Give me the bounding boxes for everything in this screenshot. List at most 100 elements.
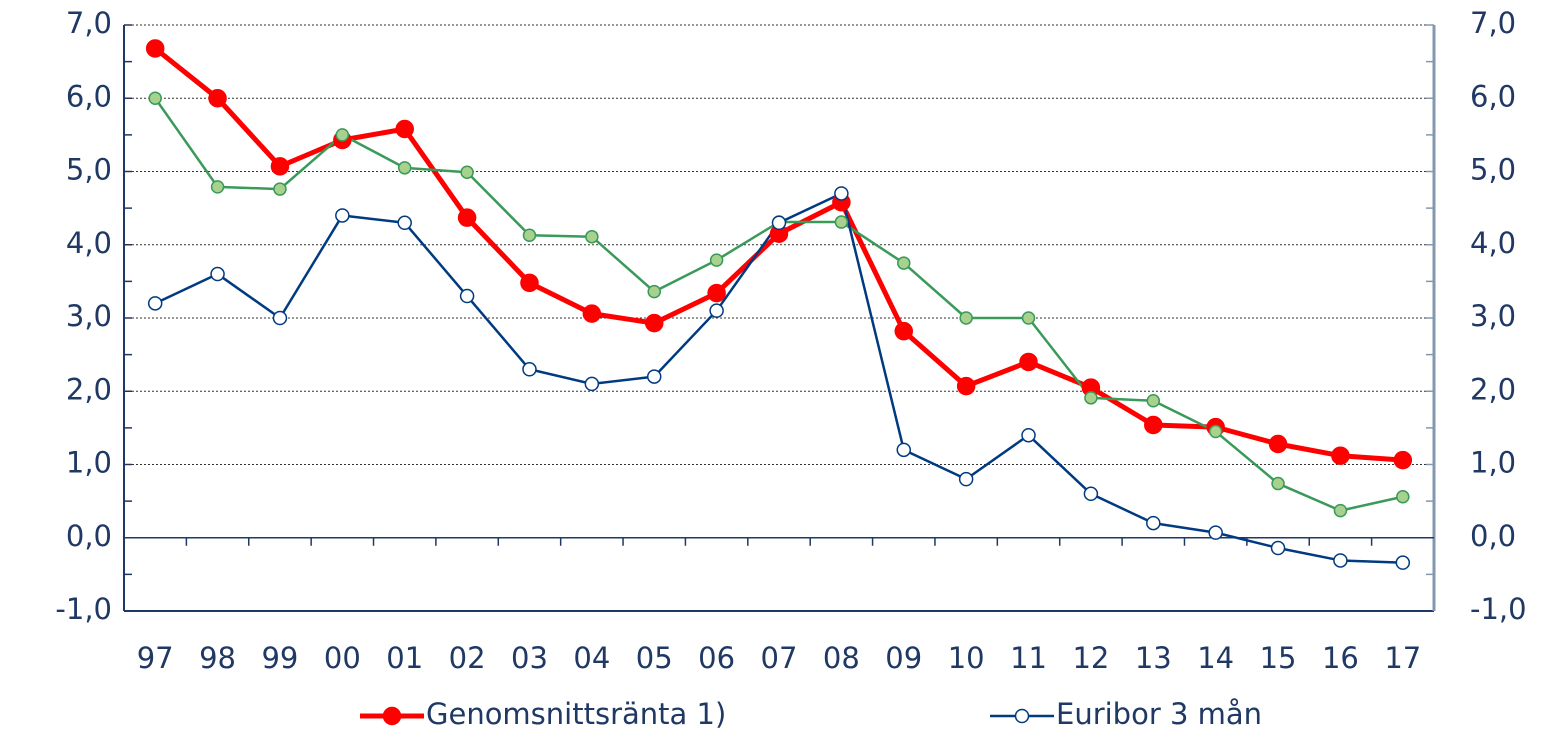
x-tick-label: 05 — [636, 641, 673, 675]
series-marker — [1021, 311, 1036, 325]
y-tick-label: 5,0 — [66, 153, 112, 187]
series-marker — [956, 376, 976, 396]
series-marker — [834, 215, 849, 229]
series-marker — [585, 229, 599, 244]
series-marker — [147, 296, 163, 311]
y2-tick-label: 1,0 — [1470, 446, 1516, 480]
series-marker — [272, 310, 288, 326]
series-marker — [1268, 434, 1288, 454]
y-tick-label: 6,0 — [66, 79, 112, 113]
x-tick-label: 04 — [573, 641, 610, 675]
series-marker — [208, 89, 227, 108]
y2-tick-label: 0,0 — [1470, 519, 1516, 553]
series-marker — [896, 442, 912, 458]
x-tick-label: 02 — [449, 641, 486, 675]
series-marker — [145, 39, 165, 58]
x-tick-label: 17 — [1384, 641, 1421, 675]
series-marker — [1395, 555, 1411, 570]
series-marker — [709, 253, 724, 267]
legend-label: Euribor 3 mån — [1056, 697, 1262, 731]
x-tick-label: 06 — [698, 641, 735, 675]
x-tick-label: 10 — [948, 641, 985, 675]
series-marker — [210, 180, 225, 194]
x-tick-label: 13 — [1135, 641, 1172, 675]
y-tick-label: 3,0 — [66, 299, 112, 333]
y2-tick-label: 5,0 — [1470, 153, 1516, 187]
series-marker — [522, 228, 537, 242]
legend-marker — [1014, 708, 1030, 724]
series-marker — [210, 266, 225, 282]
series-marker — [894, 321, 914, 341]
y-tick-label: 1,0 — [66, 446, 112, 480]
series-marker — [395, 119, 414, 139]
series-marker — [644, 313, 664, 333]
series-line — [153, 46, 1403, 463]
x-tick-label: 14 — [1197, 641, 1234, 675]
series-marker — [459, 288, 475, 304]
series-marker — [397, 215, 412, 231]
series-line — [154, 97, 1404, 512]
series-marker — [834, 186, 849, 201]
y-tick-label: 0,0 — [66, 519, 112, 553]
y-tick-label: -1,0 — [55, 592, 112, 626]
y-tick-label: 4,0 — [66, 226, 112, 260]
x-tick-label: 03 — [511, 641, 548, 675]
series-marker — [1333, 503, 1348, 518]
series-marker — [457, 208, 477, 227]
series-marker — [1331, 446, 1350, 465]
series-marker — [1396, 489, 1410, 504]
series-marker — [270, 157, 290, 176]
y-tick-label: 2,0 — [66, 372, 112, 406]
series-marker — [273, 182, 287, 196]
series-marker — [709, 303, 724, 318]
series-marker — [1144, 415, 1163, 435]
series-marker — [1019, 352, 1038, 372]
series-marker — [522, 362, 537, 377]
series-marker — [958, 471, 974, 487]
series-marker — [1271, 476, 1285, 491]
x-tick-label: 16 — [1322, 641, 1359, 675]
series-marker — [1146, 394, 1161, 408]
x-tick-label: 08 — [823, 641, 860, 675]
series-marker — [1208, 424, 1223, 439]
series-marker — [1208, 525, 1223, 540]
x-tick-label: 15 — [1260, 641, 1297, 675]
legend-marker — [382, 706, 402, 726]
x-tick-label: 00 — [324, 641, 361, 675]
series-marker — [584, 376, 600, 392]
series-marker — [1333, 553, 1348, 568]
y2-tick-label: 4,0 — [1470, 226, 1516, 260]
y2-tick-label: 6,0 — [1470, 79, 1516, 113]
y2-tick-label: 3,0 — [1470, 299, 1516, 333]
series-marker — [647, 284, 661, 299]
series-marker — [1270, 540, 1286, 556]
x-tick-label: 09 — [885, 641, 922, 675]
x-tick-label: 07 — [761, 641, 798, 675]
series-marker — [1393, 450, 1413, 470]
series-marker — [707, 283, 726, 303]
series-marker — [397, 161, 412, 175]
y-tick-label: 7,0 — [66, 6, 112, 40]
series-marker — [1084, 391, 1098, 405]
y2-tick-label: 2,0 — [1470, 372, 1516, 406]
series-marker — [646, 369, 662, 384]
x-tick-label: 01 — [386, 641, 423, 675]
x-tick-label: 97 — [137, 641, 174, 675]
series-marker — [959, 311, 973, 325]
series-marker — [335, 208, 350, 223]
series-marker — [771, 215, 787, 231]
x-tick-label: 98 — [199, 641, 236, 675]
y2-tick-label: -1,0 — [1470, 592, 1527, 626]
x-tick-label: 12 — [1072, 641, 1109, 675]
series-marker — [1021, 427, 1036, 443]
series-marker — [520, 273, 539, 293]
series-marker — [148, 91, 162, 105]
series-marker — [335, 128, 350, 142]
legend-label: Genomsnittsränta 1) — [426, 697, 726, 731]
series-marker — [1083, 486, 1099, 502]
series-marker — [897, 256, 911, 270]
x-tick-label: 99 — [261, 641, 298, 675]
series-marker — [460, 165, 474, 179]
